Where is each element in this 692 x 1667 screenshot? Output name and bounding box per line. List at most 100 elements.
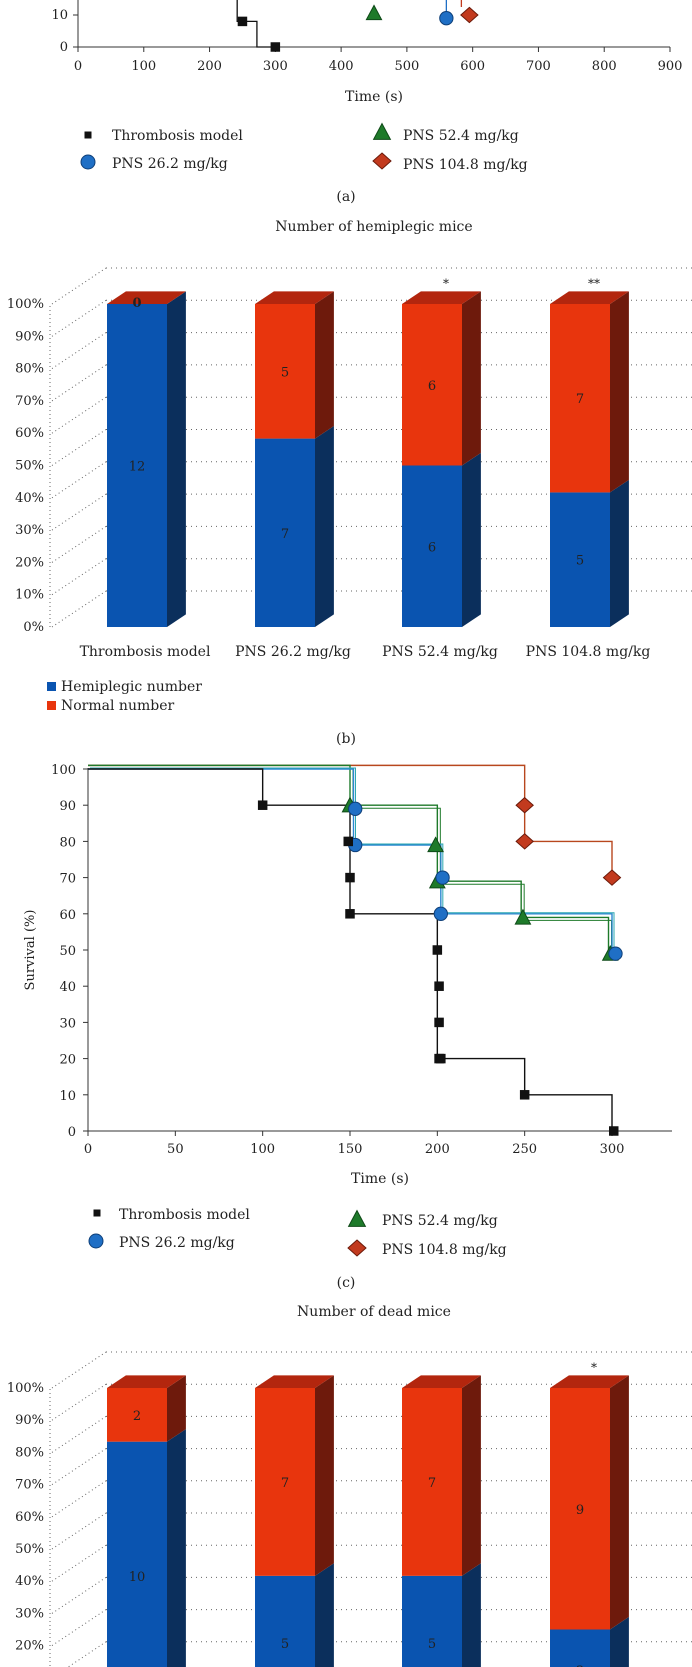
panel-d-bar-red bbox=[107, 1388, 167, 1442]
panel-c-thrombosis-marker bbox=[345, 872, 355, 883]
legend-c-thrombosis-marker bbox=[93, 1209, 101, 1217]
legend-a-pns104: PNS 104.8 mg/kg bbox=[403, 157, 528, 173]
panel-b-bar-top-cap bbox=[255, 291, 334, 304]
panel-d-y-tick-label: 50% bbox=[15, 1542, 44, 1557]
panel-d-grid-diagonal bbox=[51, 1544, 107, 1582]
panel-c-thrombosis-marker bbox=[519, 1090, 530, 1100]
panel-c-y-tick-label: 40 bbox=[59, 980, 76, 995]
panel-d-y-tick-label: 90% bbox=[15, 1413, 44, 1428]
legend-c-pns52: PNS 52.4 mg/kg bbox=[382, 1213, 498, 1229]
panel-c-survival-chart: 0 50 100 150 200 250 300 0 10 20 30 40 50 60 70 80 90 10… bbox=[23, 763, 672, 1291]
panel-c-pns26-line bbox=[88, 768, 614, 955]
panel-b-grid-diagonal bbox=[51, 332, 107, 370]
panel-d-grid-diagonal bbox=[51, 1576, 107, 1614]
panel-b-y-tick-label: 70% bbox=[15, 394, 44, 409]
panel-d-bar-red bbox=[255, 1388, 315, 1576]
panel-c-thrombosis-marker bbox=[434, 1017, 444, 1028]
panel-c-pns52-line-offset bbox=[91, 767, 613, 957]
panel-d-grid-diagonal bbox=[51, 1351, 107, 1389]
legend-c-pns26-marker bbox=[88, 1233, 104, 1249]
panel-b-bar-red-value: 0 bbox=[132, 296, 141, 311]
panel-a-thrombosis-line bbox=[236, 0, 276, 48]
panel-b-bar-blue-side bbox=[167, 291, 186, 627]
panel-c-pns26-marker bbox=[608, 946, 623, 961]
panel-c-thrombosis-line bbox=[88, 768, 613, 1131]
panel-b-bar-red-side bbox=[315, 291, 334, 439]
panel-c-x-tick-label: 200 bbox=[425, 1142, 450, 1157]
panel-c-pns104-marker bbox=[515, 833, 534, 850]
panel-c-y-tick-label: 60 bbox=[59, 908, 76, 923]
panel-a-y-tick-label: 0 bbox=[60, 40, 68, 55]
panel-d-bar-red-side bbox=[610, 1375, 629, 1630]
panel-d-bar-blue-side bbox=[315, 1563, 334, 1667]
panel-a-x-tick-label: 900 bbox=[658, 59, 683, 74]
panel-b-grid-diagonal bbox=[51, 267, 107, 305]
panel-b-bar-red-value: 7 bbox=[576, 392, 584, 407]
panel-c-thrombosis-marker bbox=[257, 800, 268, 810]
panel-a-x-tick-label: 100 bbox=[131, 59, 156, 74]
panel-c-y-tick-label: 10 bbox=[59, 1089, 76, 1104]
panel-a-x-tick-label: 300 bbox=[263, 59, 288, 74]
panel-d-bar-blue-side bbox=[167, 1429, 186, 1667]
panel-b-category-label: PNS 26.2 mg/kg bbox=[235, 644, 351, 660]
panel-d-bar-top-cap bbox=[107, 1375, 186, 1388]
panel-d-stacked-bar-chart: Number of dead mice 0%10%20%30%40%50%60%… bbox=[7, 1304, 692, 1667]
panel-a-thrombosis-marker bbox=[270, 42, 281, 52]
legend-b-hemiplegic-swatch bbox=[47, 682, 56, 691]
panel-d-y-tick-label: 40% bbox=[15, 1574, 44, 1589]
panel-a-x-tick-label: 500 bbox=[394, 59, 419, 74]
panel-b-caption: (b) bbox=[336, 731, 356, 747]
panel-c-pns52-marker bbox=[427, 836, 445, 853]
panel-a-x-tick-label: 800 bbox=[592, 59, 617, 74]
panel-d-y-tick-label: 100% bbox=[7, 1381, 44, 1396]
panel-b-category-label: PNS 104.8 mg/kg bbox=[526, 644, 651, 660]
panel-b-bar-blue bbox=[107, 304, 167, 627]
panel-d-bar-red-side bbox=[167, 1375, 186, 1442]
panel-c-y-tick-label: 50 bbox=[59, 944, 76, 959]
panel-a-pns26-marker bbox=[439, 11, 454, 26]
panel-b-bar-red bbox=[550, 304, 610, 493]
panel-d-grid-diagonal bbox=[51, 1383, 107, 1421]
panel-c-thrombosis-marker bbox=[343, 836, 354, 847]
legend-a-pns26: PNS 26.2 mg/kg bbox=[112, 156, 228, 172]
panel-c-y-tick-label: 0 bbox=[68, 1125, 76, 1140]
panel-b-bar-blue-value: 6 bbox=[428, 540, 436, 555]
panel-b-bar-blue bbox=[255, 438, 315, 627]
panel-b-bar-top-cap bbox=[107, 291, 186, 304]
panel-c-x-tick-label: 100 bbox=[250, 1142, 275, 1157]
panel-b-grid-diagonal bbox=[51, 590, 107, 628]
panel-b-bar-red bbox=[255, 304, 315, 439]
panel-d-bar-top-cap bbox=[402, 1375, 481, 1388]
panel-c-pns26-marker bbox=[433, 906, 448, 921]
panel-c-pns104-marker bbox=[515, 796, 534, 814]
panel-d-bar-red bbox=[550, 1388, 610, 1630]
panel-b-grid-diagonal bbox=[51, 493, 107, 531]
legend-a-pns26-marker bbox=[80, 154, 96, 170]
panel-d-bar-blue-value: 10 bbox=[129, 1570, 146, 1585]
panel-b-grid-diagonal bbox=[51, 429, 107, 466]
panel-b-grid-diagonal bbox=[51, 461, 107, 499]
legend-c-pns26: PNS 26.2 mg/kg bbox=[119, 1235, 235, 1251]
panel-b-bar-red-value: 6 bbox=[428, 379, 436, 394]
panel-d-bar-blue bbox=[402, 1575, 462, 1667]
panel-c-x-tick-label: 0 bbox=[84, 1142, 92, 1157]
panel-d-bar-red bbox=[402, 1388, 462, 1576]
panel-a-y-tick-label: 10 bbox=[51, 8, 68, 23]
panel-d-bar-red-value: 2 bbox=[133, 1409, 141, 1424]
panel-d-y-tick-label: 20% bbox=[15, 1639, 44, 1654]
panel-a-caption: (a) bbox=[336, 189, 355, 205]
panel-c-x-tick-label: 150 bbox=[338, 1142, 363, 1157]
panel-c-x-tick-label: 250 bbox=[512, 1142, 537, 1157]
legend-a-thrombosis: Thrombosis model bbox=[112, 128, 243, 144]
panel-c-pns26-marker bbox=[348, 801, 363, 816]
legend-c-pns104: PNS 104.8 mg/kg bbox=[382, 1242, 507, 1258]
panel-b-bar-top-cap bbox=[402, 291, 481, 304]
panel-b-y-tick-label: 100% bbox=[7, 297, 44, 312]
panel-a-pns104-marker bbox=[460, 6, 479, 24]
panel-c-x-tick-label: 50 bbox=[167, 1142, 184, 1157]
panel-d-bar-top-cap bbox=[550, 1375, 629, 1388]
panel-d-bar-red-side bbox=[462, 1375, 481, 1576]
panel-d-y-tick-label: 30% bbox=[15, 1606, 44, 1621]
panel-b-bar-red-value: 5 bbox=[281, 365, 289, 380]
panel-b-category-label: PNS 52.4 mg/kg bbox=[382, 644, 498, 660]
